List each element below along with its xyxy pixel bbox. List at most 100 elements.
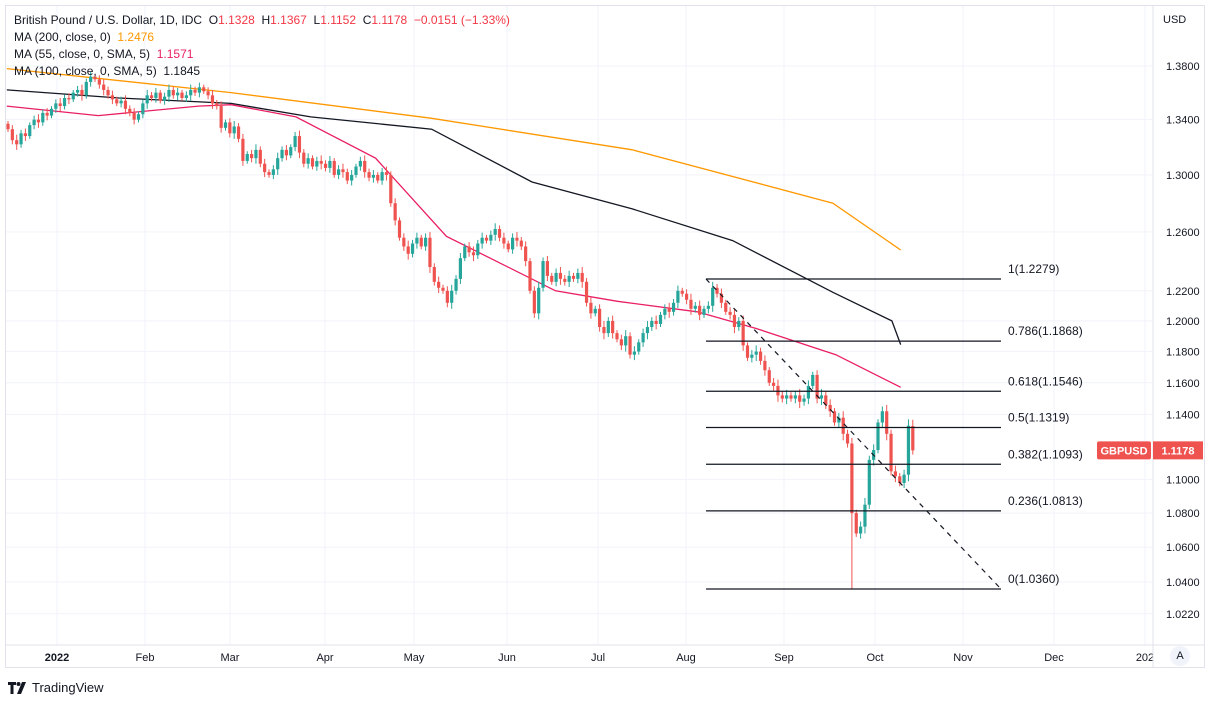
candle xyxy=(806,380,810,405)
symbol-title[interactable]: British Pound / U.S. Dollar, 1D, IDC xyxy=(14,13,203,27)
candle-body xyxy=(197,87,201,93)
candle-body xyxy=(532,290,536,314)
ma200-value: 1.2476 xyxy=(117,30,155,44)
legend-ma100[interactable]: MA (100, close, 0, SMA, 5) 1.1845 xyxy=(14,63,510,80)
candle xyxy=(132,108,136,125)
candle-body xyxy=(441,287,445,291)
tradingview-logo[interactable]: TradingView xyxy=(8,680,104,695)
candle xyxy=(484,234,489,244)
candle xyxy=(163,92,167,105)
candle xyxy=(785,389,789,405)
candle-body xyxy=(763,360,767,371)
candle xyxy=(93,73,97,82)
legend-symbol-row: British Pound / U.S. Dollar, 1D, IDC O1.… xyxy=(14,12,510,29)
candle xyxy=(545,255,549,282)
candle-body xyxy=(654,320,658,324)
candle-body xyxy=(676,290,680,303)
candle-body xyxy=(693,305,697,309)
legend-ma55[interactable]: MA (55, close, 0, SMA, 5) 1.1571 xyxy=(14,46,510,63)
candle xyxy=(606,317,610,337)
candle-body xyxy=(537,287,541,314)
candle-body xyxy=(141,103,145,115)
candle xyxy=(254,144,258,164)
x-tick-label: Apr xyxy=(316,652,333,664)
x-tick-label: Jul xyxy=(591,652,605,664)
y-tick-label: 1.2000 xyxy=(1166,316,1200,328)
candle-body xyxy=(89,76,93,82)
candle xyxy=(550,272,554,285)
y-tick-label: 1.3800 xyxy=(1166,61,1200,73)
candle xyxy=(315,156,319,171)
candle-body xyxy=(341,169,345,173)
candle xyxy=(136,111,141,123)
candle xyxy=(741,315,745,351)
candle xyxy=(497,225,502,242)
candle xyxy=(802,394,806,406)
candle-body xyxy=(402,237,406,247)
candle-body xyxy=(789,395,793,399)
candle-body xyxy=(745,345,750,358)
candle xyxy=(306,153,310,169)
candle-body xyxy=(502,237,506,244)
candle xyxy=(410,239,415,258)
y-tick-label: 1.3400 xyxy=(1166,115,1200,127)
candle-body xyxy=(506,243,510,250)
candle-body xyxy=(263,163,267,173)
candle xyxy=(898,473,902,487)
candle-body xyxy=(628,336,632,355)
legend-ma200[interactable]: MA (200, close, 0) 1.2476 xyxy=(14,29,510,46)
candle-body xyxy=(711,287,715,306)
candle-body xyxy=(645,327,650,334)
candle xyxy=(250,149,254,163)
candle-body xyxy=(580,272,584,282)
candle xyxy=(402,233,406,251)
candle-body xyxy=(106,89,110,96)
symbol-tag-label: GBPUSD xyxy=(1100,445,1147,457)
candle xyxy=(641,328,645,347)
candle-body xyxy=(319,160,323,164)
candle xyxy=(798,389,802,409)
candle-body xyxy=(345,172,349,181)
price-tag-bg xyxy=(1153,441,1203,460)
candle xyxy=(10,125,14,145)
candle-body xyxy=(698,305,702,315)
candle xyxy=(676,285,680,309)
candle-body xyxy=(80,89,84,96)
candle-body xyxy=(323,163,328,168)
candle xyxy=(302,149,306,168)
candle-body xyxy=(97,79,101,85)
symbol-tag-bg xyxy=(1097,441,1151,460)
candle xyxy=(293,131,297,152)
candle-body xyxy=(67,98,71,100)
candle xyxy=(332,158,336,178)
candle-body xyxy=(154,92,158,99)
candle xyxy=(780,391,784,403)
candle-body xyxy=(719,293,723,303)
candle xyxy=(236,123,241,143)
candle-body xyxy=(276,158,280,170)
candle-body xyxy=(267,172,271,175)
candle xyxy=(889,429,893,476)
candle-body xyxy=(6,123,10,130)
candle-body xyxy=(671,302,676,312)
close-label: C xyxy=(362,13,372,27)
candle-body xyxy=(815,374,819,399)
candle xyxy=(571,272,576,282)
candle-body xyxy=(680,290,684,294)
auto-scale-button[interactable]: A xyxy=(1170,646,1190,666)
candle xyxy=(393,198,397,226)
candle-body xyxy=(706,305,710,309)
candle-body xyxy=(45,112,49,116)
candle xyxy=(680,287,684,297)
candle-body xyxy=(28,125,32,137)
candle-body xyxy=(406,246,410,254)
candle-body xyxy=(437,281,441,288)
candle-body xyxy=(328,160,332,168)
candle xyxy=(389,171,393,207)
candle-body xyxy=(593,308,597,314)
candle xyxy=(598,304,602,332)
candle-body xyxy=(567,275,571,282)
candle xyxy=(467,242,471,257)
candle xyxy=(106,86,110,99)
